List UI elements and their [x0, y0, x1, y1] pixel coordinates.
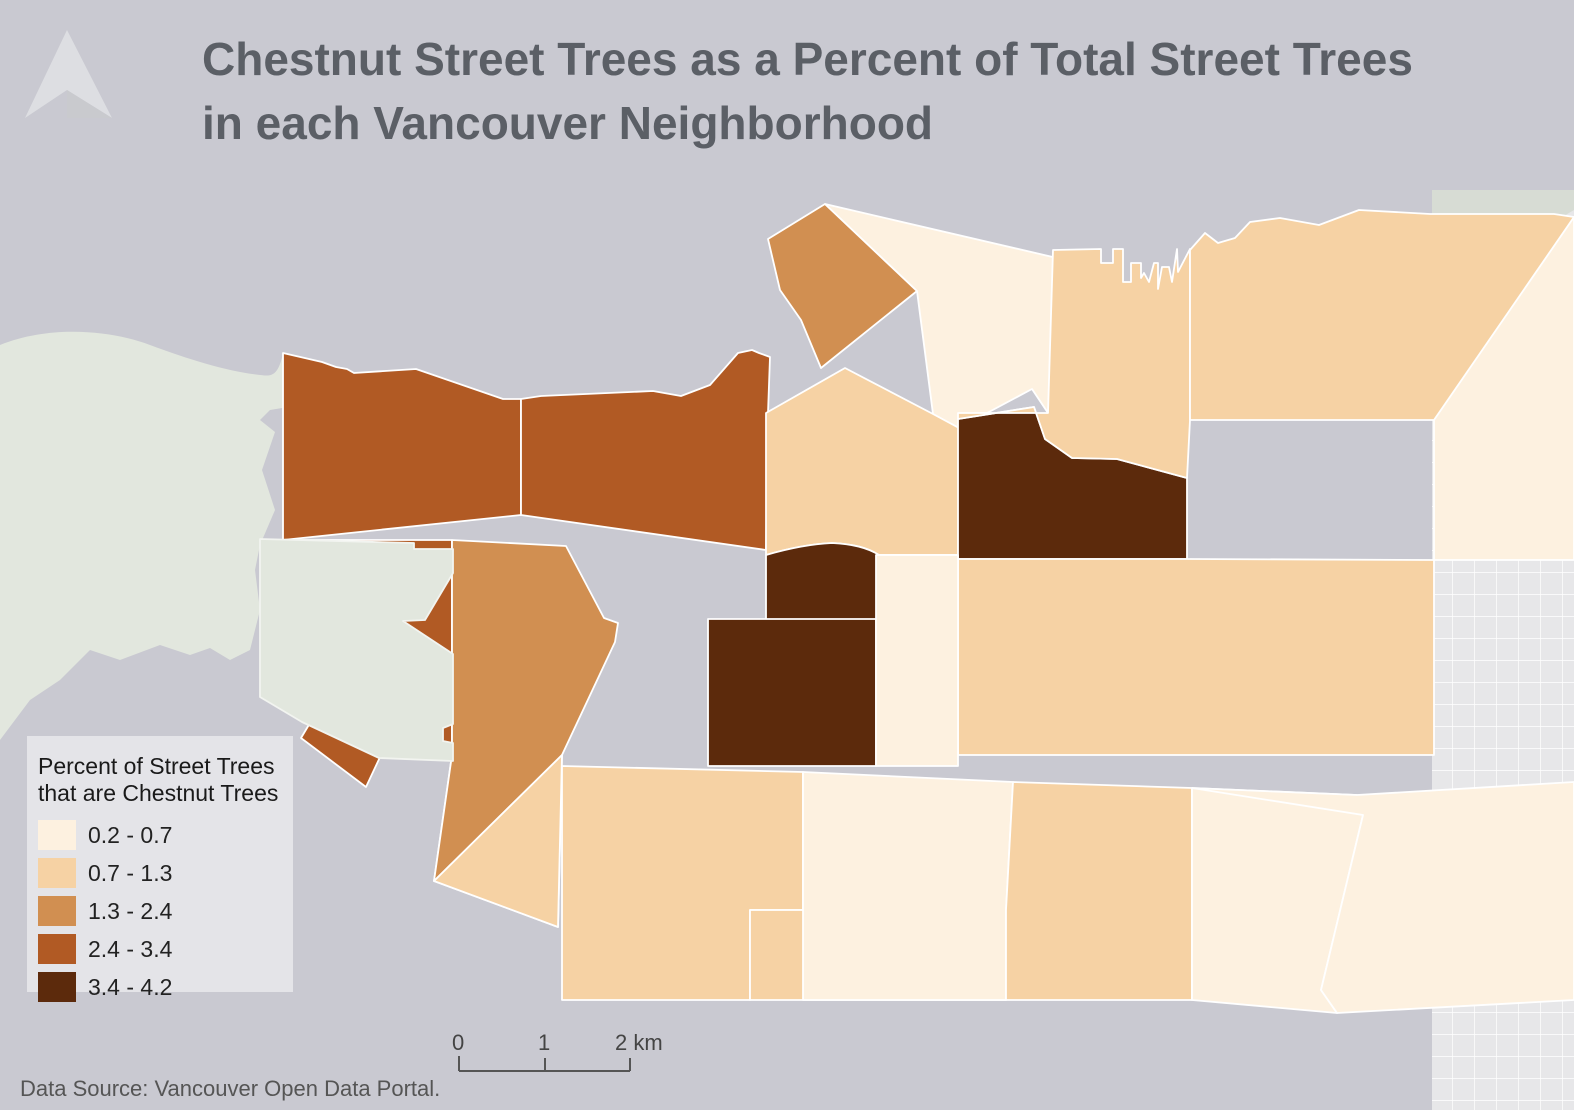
svg-text:Data Source: Vancouver Open Da: Data Source: Vancouver Open Data Portal. [20, 1076, 440, 1101]
svg-text:in each Vancouver Neighborhood: in each Vancouver Neighborhood [202, 97, 933, 149]
svg-text:that are Chestnut Trees: that are Chestnut Trees [38, 780, 278, 806]
svg-text:2.4 - 3.4: 2.4 - 3.4 [88, 936, 173, 962]
svg-text:1.3 - 2.4: 1.3 - 2.4 [88, 898, 173, 924]
svg-text:2 km: 2 km [615, 1030, 663, 1055]
svg-text:0.7 - 1.3: 0.7 - 1.3 [88, 860, 172, 886]
svg-text:Chestnut Street Trees as a Per: Chestnut Street Trees as a Percent of To… [202, 33, 1413, 85]
svg-text:0: 0 [452, 1030, 464, 1055]
svg-text:Percent of Street Trees: Percent of Street Trees [38, 753, 275, 779]
svg-text:1: 1 [538, 1030, 550, 1055]
svg-text:3.4 - 4.2: 3.4 - 4.2 [88, 974, 172, 1000]
svg-text:0.2 - 0.7: 0.2 - 0.7 [88, 822, 172, 848]
